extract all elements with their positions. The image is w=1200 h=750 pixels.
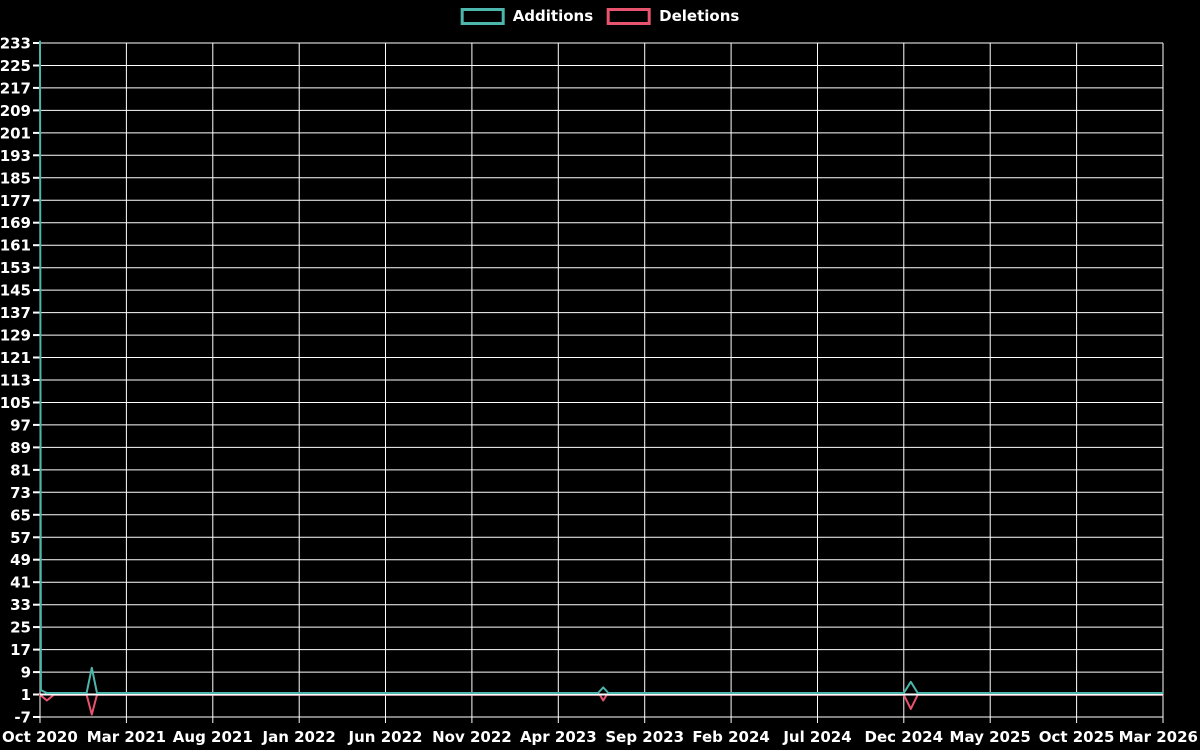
y-tick-label: 209 (0, 102, 31, 120)
y-tick-label: 113 (0, 372, 31, 390)
x-tick-label: Jul 2024 (782, 728, 851, 746)
x-tick-label: Mar 2026 (1119, 728, 1198, 746)
x-tick-label: Aug 2021 (173, 728, 253, 746)
x-tick-label: Jan 2022 (262, 728, 336, 746)
y-tick-label: 201 (0, 124, 31, 142)
legend-item-additions[interactable]: Additions (460, 7, 594, 25)
y-tick-label: 153 (0, 259, 31, 277)
y-tick-label: 17 (10, 641, 31, 659)
y-tick-label: 9 (21, 664, 31, 682)
y-tick-label: 73 (10, 484, 31, 502)
y-tick-label: 97 (10, 416, 31, 434)
y-tick-label: 233 (0, 35, 31, 53)
x-tick-label: Oct 2020 (2, 728, 78, 746)
legend-label-additions: Additions (512, 7, 594, 25)
y-tick-label: 49 (10, 551, 31, 569)
x-tick-label: Oct 2025 (1039, 728, 1115, 746)
y-tick-label: 217 (0, 79, 31, 97)
y-tick-label: 105 (0, 394, 31, 412)
y-tick-label: 81 (10, 461, 31, 479)
y-tick-label: 225 (0, 57, 31, 75)
y-tick-label: -7 (14, 709, 31, 727)
y-tick-label: 41 (10, 574, 31, 592)
x-tick-label: May 2025 (950, 728, 1031, 746)
y-tick-label: 169 (0, 214, 31, 232)
y-tick-label: 193 (0, 147, 31, 165)
deletions-line (39, 693, 1164, 716)
y-tick-label: 89 (10, 439, 31, 457)
x-tick-label: Jun 2022 (348, 728, 423, 746)
y-tick-label: 161 (0, 237, 31, 255)
y-tick-label: 33 (10, 596, 31, 614)
legend-label-deletions: Deletions (659, 7, 740, 25)
x-tick-label: Mar 2021 (87, 728, 166, 746)
y-tick-label: 25 (10, 619, 31, 637)
x-tick-label: Feb 2024 (692, 728, 770, 746)
y-tick-label: 65 (10, 506, 31, 524)
deletions-swatch-icon (607, 7, 652, 25)
y-tick-label: 129 (0, 327, 31, 345)
additions-line (39, 40, 1164, 694)
x-tick-label: Apr 2023 (520, 728, 597, 746)
x-tick-label: Sep 2023 (605, 728, 684, 746)
y-tick-label: 145 (0, 282, 31, 300)
x-tick-label: Nov 2022 (432, 728, 512, 746)
chart-legend: Additions Deletions (460, 7, 739, 25)
y-tick-label: 177 (0, 192, 31, 210)
legend-item-deletions[interactable]: Deletions (607, 7, 739, 25)
y-tick-label: 121 (0, 349, 31, 367)
y-tick-label: 137 (0, 304, 31, 322)
y-tick-label: 185 (0, 169, 31, 187)
x-tick-label: Dec 2024 (865, 728, 944, 746)
y-tick-label: 1 (21, 686, 31, 704)
y-tick-label: 57 (10, 529, 31, 547)
additions-swatch-icon (460, 7, 505, 25)
